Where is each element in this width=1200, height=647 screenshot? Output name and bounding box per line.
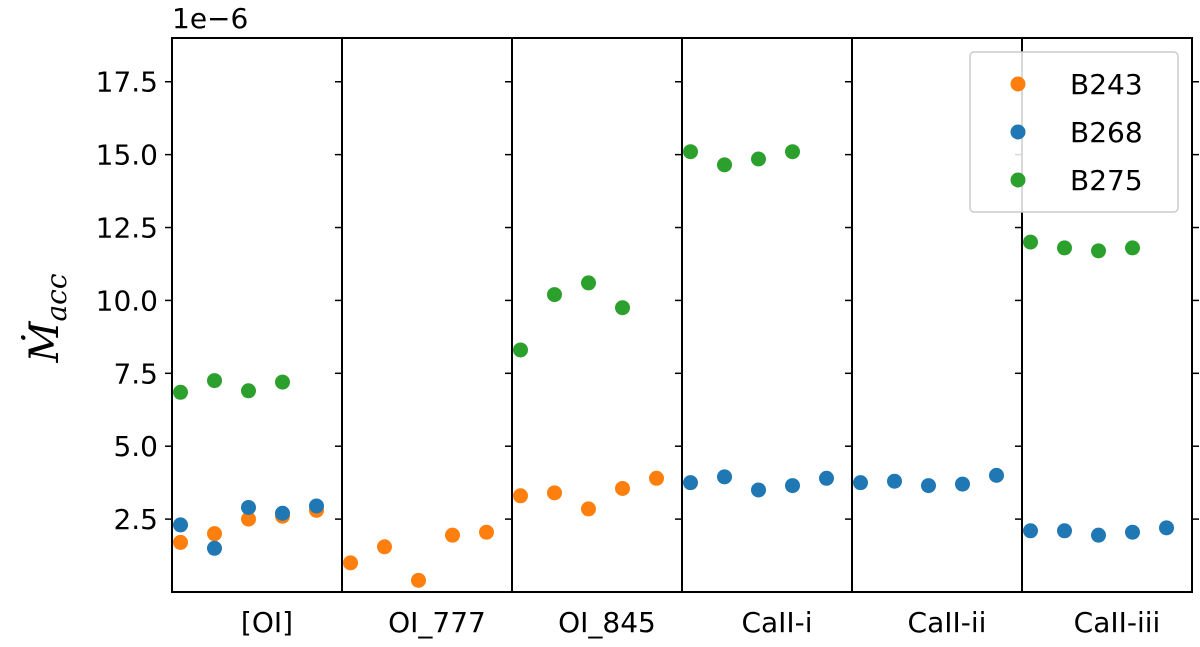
data-point-b268 (887, 473, 902, 489)
data-point-b268 (989, 467, 1004, 483)
y-tick-label: 5.0 (113, 430, 158, 463)
data-point-b268 (1023, 523, 1038, 539)
data-point-b275 (1091, 243, 1106, 259)
data-point-b243 (513, 488, 528, 504)
data-point-b275 (683, 144, 698, 160)
data-point-b268 (1091, 527, 1106, 543)
data-point-b243 (377, 539, 392, 555)
data-point-b275 (751, 151, 766, 167)
data-point-b243 (173, 534, 188, 550)
legend-marker-b243 (1010, 76, 1026, 92)
panel-label: OI_777 (388, 606, 486, 639)
data-point-b268 (785, 478, 800, 494)
panel-frame (511, 37, 683, 593)
y-tick-label: 7.5 (113, 357, 158, 390)
svg-text:Ṁacc: Ṁacc (21, 273, 73, 363)
data-point-b243 (649, 470, 664, 486)
data-point-b275 (513, 342, 528, 358)
data-point-b275 (1057, 240, 1072, 256)
y-tick-label: 2.5 (113, 503, 158, 536)
data-point-b268 (1125, 524, 1140, 540)
panel-label: OI_845 (558, 606, 656, 639)
data-point-b268 (955, 476, 970, 492)
data-point-b268 (717, 469, 732, 485)
data-point-b275 (207, 373, 222, 389)
data-point-b243 (581, 501, 596, 517)
data-point-b275 (173, 384, 188, 400)
data-point-b243 (479, 524, 494, 540)
legend-label-b243: B243 (1070, 68, 1143, 101)
panel-label: CaII-iii (1074, 606, 1161, 639)
data-point-b275 (615, 300, 630, 316)
panel-frame (1021, 37, 1193, 593)
legend-marker-b268 (1010, 124, 1026, 140)
data-point-b268 (921, 478, 936, 494)
data-point-b268 (275, 505, 290, 521)
data-point-b275 (547, 287, 562, 303)
points-layer (173, 144, 1174, 588)
panel-label: CaII-i (741, 606, 812, 639)
y-axis-label: Ṁacc (21, 273, 73, 363)
y-tick-label: 10.0 (96, 284, 158, 317)
legend-marker-b275 (1010, 172, 1026, 188)
data-point-b243 (207, 526, 222, 542)
data-point-b275 (785, 144, 800, 160)
data-point-b275 (275, 374, 290, 390)
y-tick-label: 15.0 (96, 139, 158, 172)
frame-layer (171, 37, 1193, 593)
y-offset-text: 1e−6 (172, 2, 248, 35)
y-axis-label-sub: acc (40, 273, 73, 321)
data-point-b268 (207, 540, 222, 556)
data-point-b268 (751, 482, 766, 498)
data-point-b268 (853, 475, 868, 491)
legend: B243 B268 B275 (969, 51, 1179, 213)
legend-label-b268: B268 (1070, 116, 1143, 149)
ticks-layer: 2.5 5.0 7.5 10.0 12.5 15.0 17.5 [OI] OI_777 OI_84… (96, 66, 1199, 639)
data-point-b268 (309, 498, 324, 514)
data-point-b243 (411, 572, 426, 588)
data-point-b268 (1057, 523, 1072, 539)
data-point-b275 (241, 383, 256, 399)
panel-label: [OI] (241, 606, 293, 639)
data-point-b275 (1023, 234, 1038, 250)
data-point-b268 (173, 517, 188, 533)
data-point-b268 (683, 475, 698, 491)
data-point-b268 (1159, 520, 1174, 536)
data-point-b268 (819, 470, 834, 486)
legend-box (969, 51, 1179, 213)
data-point-b243 (241, 511, 256, 527)
data-point-b243 (615, 480, 630, 496)
y-axis-label-main: Ṁ (21, 321, 68, 364)
panel-frame (681, 37, 853, 593)
panel-frame (341, 37, 513, 593)
panel-label: CaII-ii (908, 606, 987, 639)
y-tick-label: 17.5 (96, 66, 158, 99)
data-point-b243 (343, 555, 358, 571)
data-point-b275 (717, 157, 732, 173)
legend-label-b275: B275 (1070, 164, 1143, 197)
data-point-b243 (547, 485, 562, 501)
data-point-b268 (241, 499, 256, 515)
data-point-b243 (445, 527, 460, 543)
data-point-b275 (1125, 240, 1140, 256)
data-point-b275 (581, 275, 596, 291)
y-tick-label: 12.5 (96, 212, 158, 245)
